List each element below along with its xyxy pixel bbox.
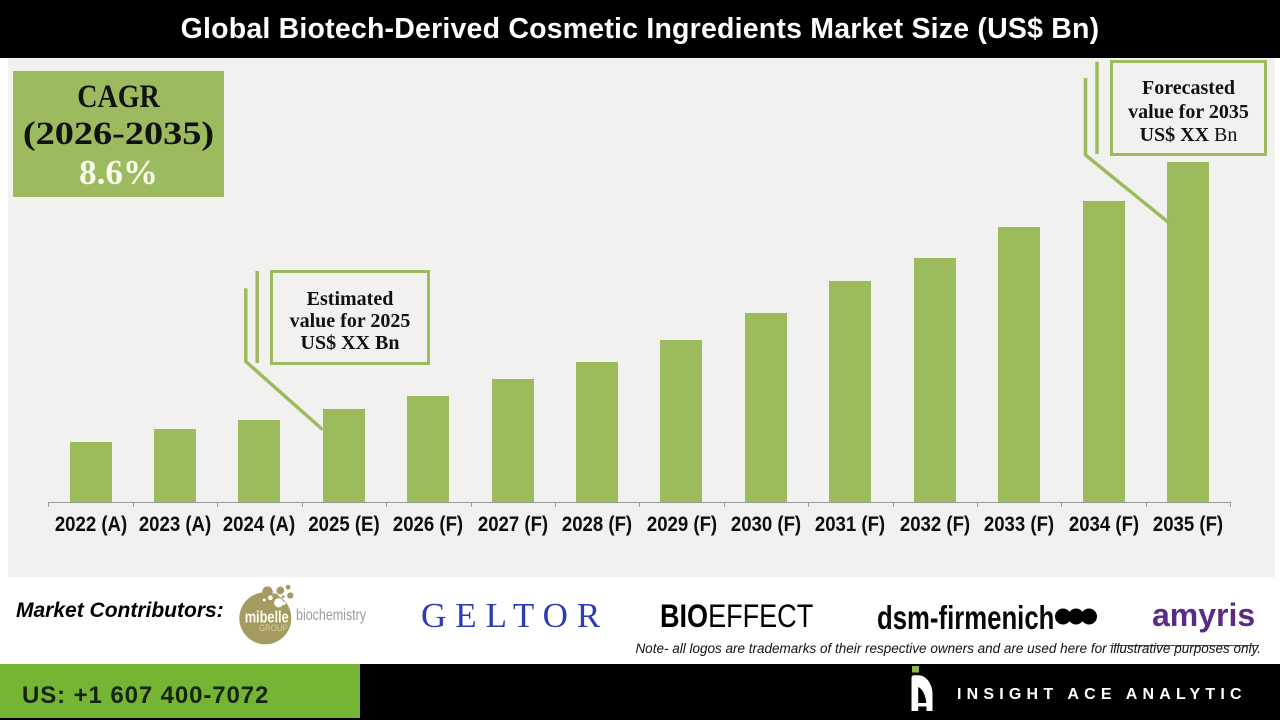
svg-text:mibelle: mibelle [245,607,289,626]
svg-text:GROUP: GROUP [259,623,288,634]
